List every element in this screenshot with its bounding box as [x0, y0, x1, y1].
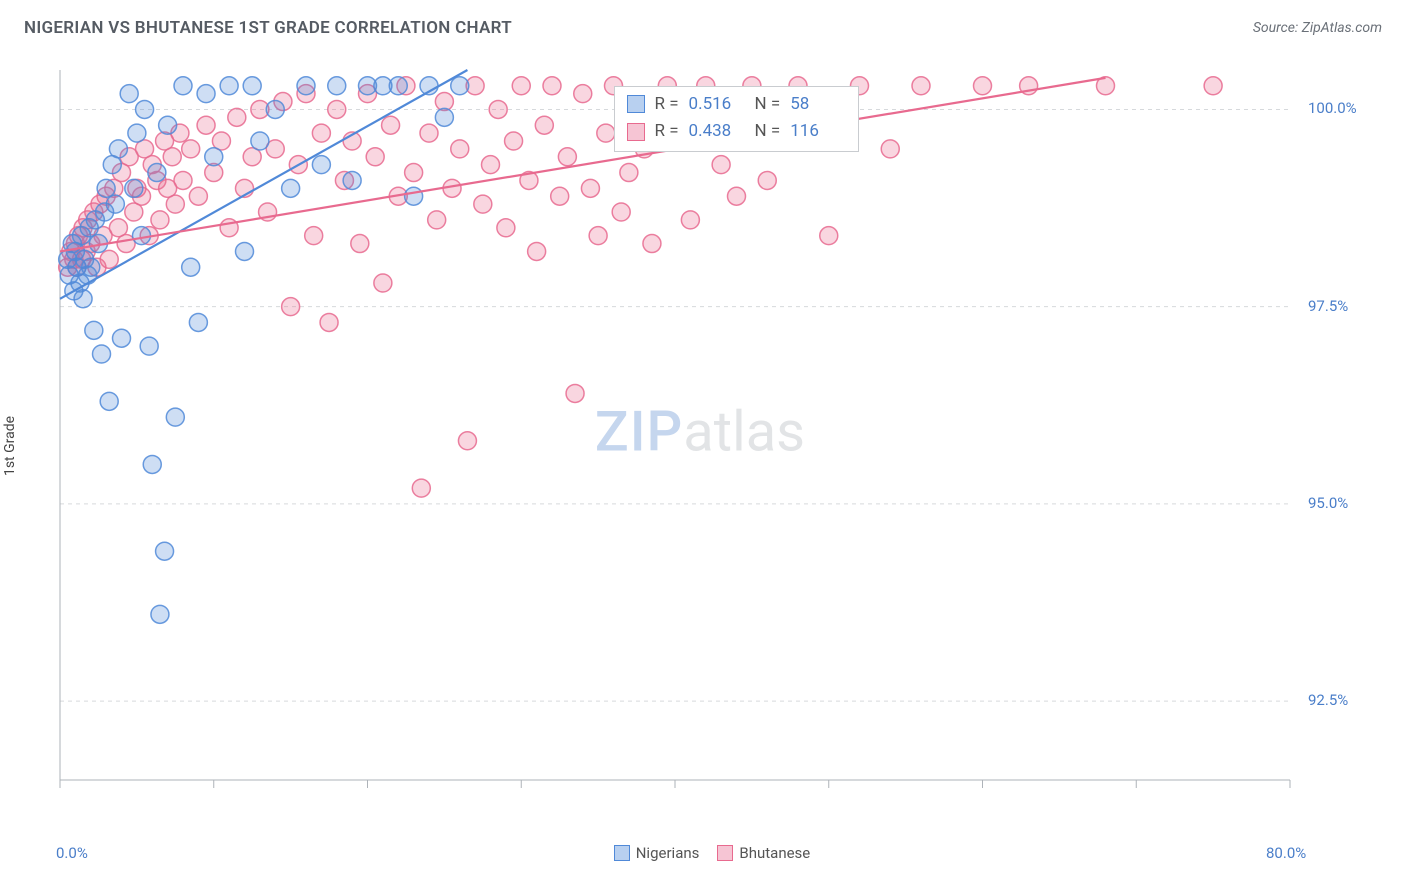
- legend-N-value: 58: [790, 91, 846, 118]
- legend-series-label: Nigerians: [636, 844, 700, 862]
- legend-R-label: R =: [655, 91, 679, 118]
- legend-N-label: N =: [755, 118, 781, 145]
- legend-R-value: 0.438: [689, 118, 745, 145]
- source-attribution: Source: ZipAtlas.com: [1253, 20, 1382, 36]
- legend-R-label: R =: [655, 118, 679, 145]
- legend-stats-row: R = 0.516 N = 58: [627, 91, 847, 118]
- y-axis-tick-label: 97.5%: [1308, 297, 1348, 315]
- series-legend: Nigerians Bhutanese: [0, 844, 1406, 862]
- legend-N-label: N =: [755, 91, 781, 118]
- legend-stats-row: R = 0.438 N = 116: [627, 118, 847, 145]
- legend-swatch: [614, 845, 630, 861]
- legend-swatch: [627, 123, 645, 141]
- y-axis-tick-label: 100.0%: [1308, 99, 1357, 117]
- y-axis-tick-label: 95.0%: [1308, 494, 1348, 512]
- legend-series-label: Bhutanese: [739, 844, 810, 862]
- chart-title: NIGERIAN VS BHUTANESE 1ST GRADE CORRELAT…: [24, 18, 512, 38]
- correlation-legend: R = 0.516 N = 58 R = 0.438 N = 116: [614, 86, 860, 152]
- y-axis-label: 1st Grade: [2, 416, 18, 476]
- legend-swatch: [627, 95, 645, 113]
- legend-swatch: [717, 845, 733, 861]
- legend-N-value: 116: [790, 118, 846, 145]
- scatter-plot: ZIPatlas R =0.516N =58R =0.438N =116: [50, 60, 1350, 810]
- y-axis-tick-label: 92.5%: [1308, 691, 1348, 709]
- legend-R-value: 0.516: [689, 91, 745, 118]
